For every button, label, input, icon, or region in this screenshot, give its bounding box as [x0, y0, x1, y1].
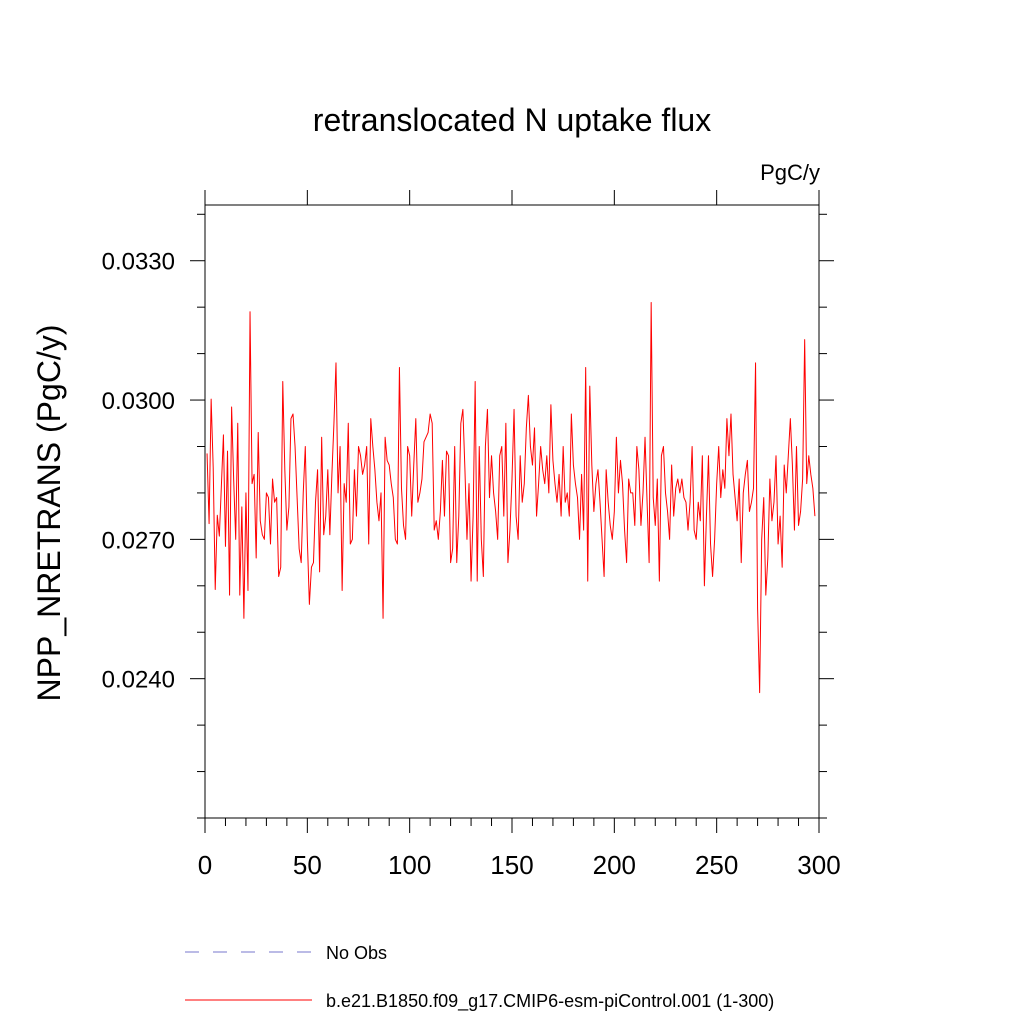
x-tick-label: 150 [490, 850, 533, 880]
y-tick-label: 0.0270 [102, 527, 175, 554]
y-tick-label: 0.0300 [102, 388, 175, 415]
x-tick-label: 300 [797, 850, 840, 880]
x-tick-label: 250 [695, 850, 738, 880]
legend: No Obs b.e21.B1850.f09_g17.CMIP6-esm-piC… [185, 943, 774, 1012]
y-tick-label: 0.0240 [102, 667, 175, 694]
series-line-1 [206, 302, 816, 694]
units-label: PgC/y [760, 160, 820, 185]
legend-label-no-obs: No Obs [326, 943, 387, 963]
axis-ticks: 0 50 100 150 200 250 300 0.0240 0.0270 0.0300 0.03… [102, 190, 841, 880]
y-tick-label: 0.0330 [102, 249, 175, 276]
x-tick-label: 100 [388, 850, 431, 880]
y-axis-label: NPP_NRETRANS (PgC/y) [31, 325, 67, 702]
series-lines [206, 302, 816, 694]
x-tick-label: 0 [198, 850, 212, 880]
x-tick-label: 200 [593, 850, 636, 880]
plot-frame [204, 204, 820, 819]
x-tick-label: 50 [293, 850, 322, 880]
legend-label-model-run: b.e21.B1850.f09_g17.CMIP6-esm-piControl.… [326, 991, 774, 1012]
chart-title: retranslocated N uptake flux [313, 102, 711, 138]
